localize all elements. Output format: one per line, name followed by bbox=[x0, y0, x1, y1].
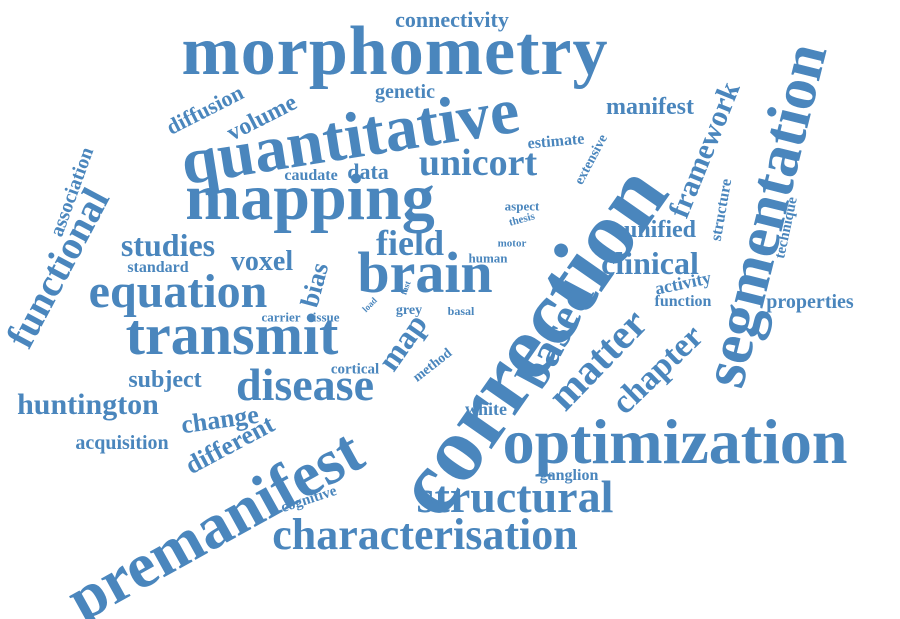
word-unified: unified bbox=[623, 217, 697, 243]
word-connectivity: connectivity bbox=[395, 7, 509, 32]
word-tissue: tissue bbox=[308, 309, 340, 325]
word-basal: basal bbox=[447, 304, 475, 318]
word-optimization: optimization bbox=[502, 406, 848, 477]
word-characterisation: characterisation bbox=[272, 510, 578, 559]
word-mapping: mapping bbox=[185, 161, 435, 234]
word-unicort: unicort bbox=[418, 142, 538, 184]
word-thesis: thesis bbox=[507, 210, 537, 229]
word-motor: motor bbox=[497, 237, 527, 250]
word-grey: grey bbox=[395, 303, 423, 318]
word-studies: studies bbox=[120, 227, 216, 263]
word-white: white bbox=[465, 399, 507, 419]
word-equation: equation bbox=[88, 265, 268, 318]
word-aspect: aspect bbox=[504, 198, 540, 214]
word-ganglion: ganglion bbox=[539, 467, 599, 484]
word-disease: disease bbox=[236, 359, 374, 410]
word-estimate: estimate bbox=[526, 130, 586, 153]
word-voxel: voxel bbox=[230, 246, 294, 277]
word-brain: brain bbox=[357, 240, 493, 305]
word-structural: structural bbox=[416, 471, 614, 522]
word-subject: subject bbox=[128, 367, 202, 393]
word-function: function bbox=[654, 293, 712, 310]
word-genetic: genetic bbox=[375, 81, 435, 103]
word-cortical: cortical bbox=[330, 361, 380, 378]
word-clinical: clinical bbox=[601, 245, 699, 281]
word-data: data bbox=[347, 159, 389, 184]
word-properties: properties bbox=[766, 291, 854, 313]
word-transmit: transmit bbox=[125, 302, 339, 367]
word-manifest: manifest bbox=[606, 94, 694, 120]
word-huntington: huntington bbox=[17, 388, 159, 421]
word-caudate: caudate bbox=[284, 167, 338, 184]
word-carrier: carrier bbox=[261, 309, 301, 325]
word-field: field bbox=[376, 223, 444, 263]
word-morphometry: morphometry bbox=[181, 13, 609, 90]
word-acquisition: acquisition bbox=[75, 432, 169, 454]
word-human: human bbox=[468, 250, 508, 266]
word-standard: standard bbox=[127, 259, 189, 276]
